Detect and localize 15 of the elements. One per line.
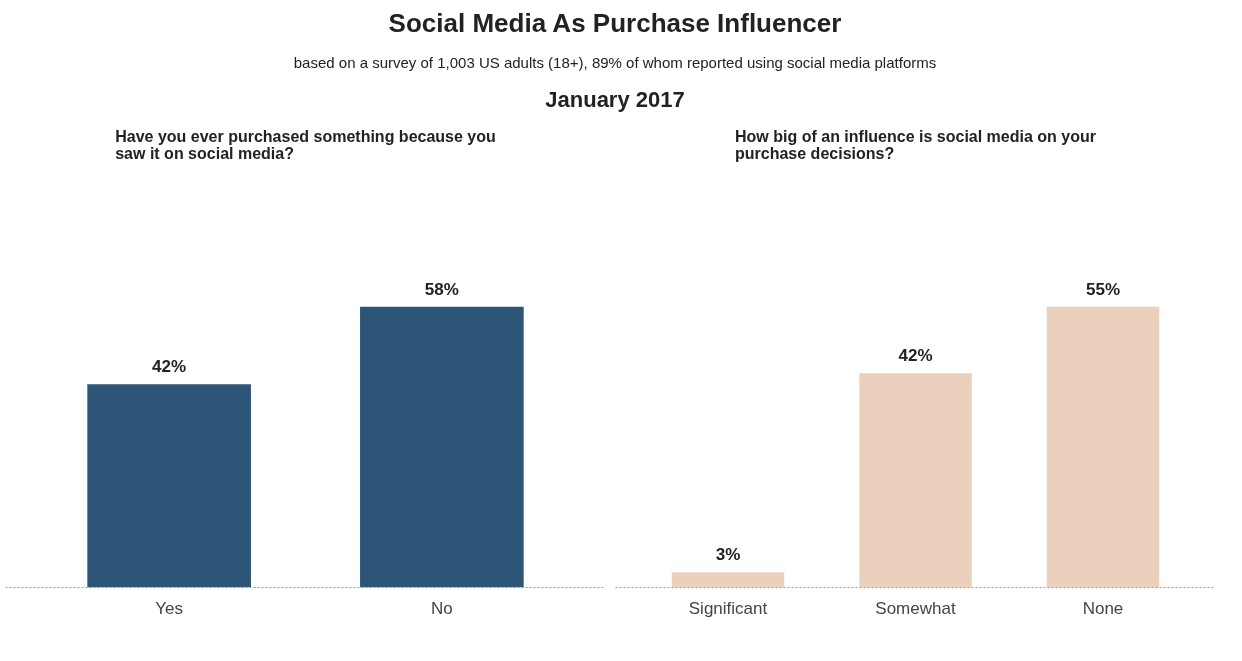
text: based on a survey of 1,003 US adults (18+), 89% of whom reported using social media platforms [293, 53, 937, 74]
data-label: 3% [715, 545, 741, 565]
chart-title: How big of an influence is social media on your purchase decisions? [735, 127, 1096, 162]
x-tick-label: No [431, 598, 453, 618]
chart-title: Have you ever purchased something because you saw it on social media? [115, 127, 496, 162]
x-tick-label: Yes [155, 598, 183, 618]
data-label: 42% [152, 357, 187, 377]
data-label: 55% [1085, 279, 1121, 299]
data-label: 58% [424, 279, 459, 299]
x-tick-label: None [1082, 598, 1124, 618]
text: January 2017 [545, 85, 685, 114]
data-label: 42% [898, 346, 933, 366]
text: Social Media As Purchase Influencer [388, 7, 842, 40]
x-tick-label: Significant [688, 598, 768, 618]
x-tick-label: Somewhat [875, 598, 956, 618]
